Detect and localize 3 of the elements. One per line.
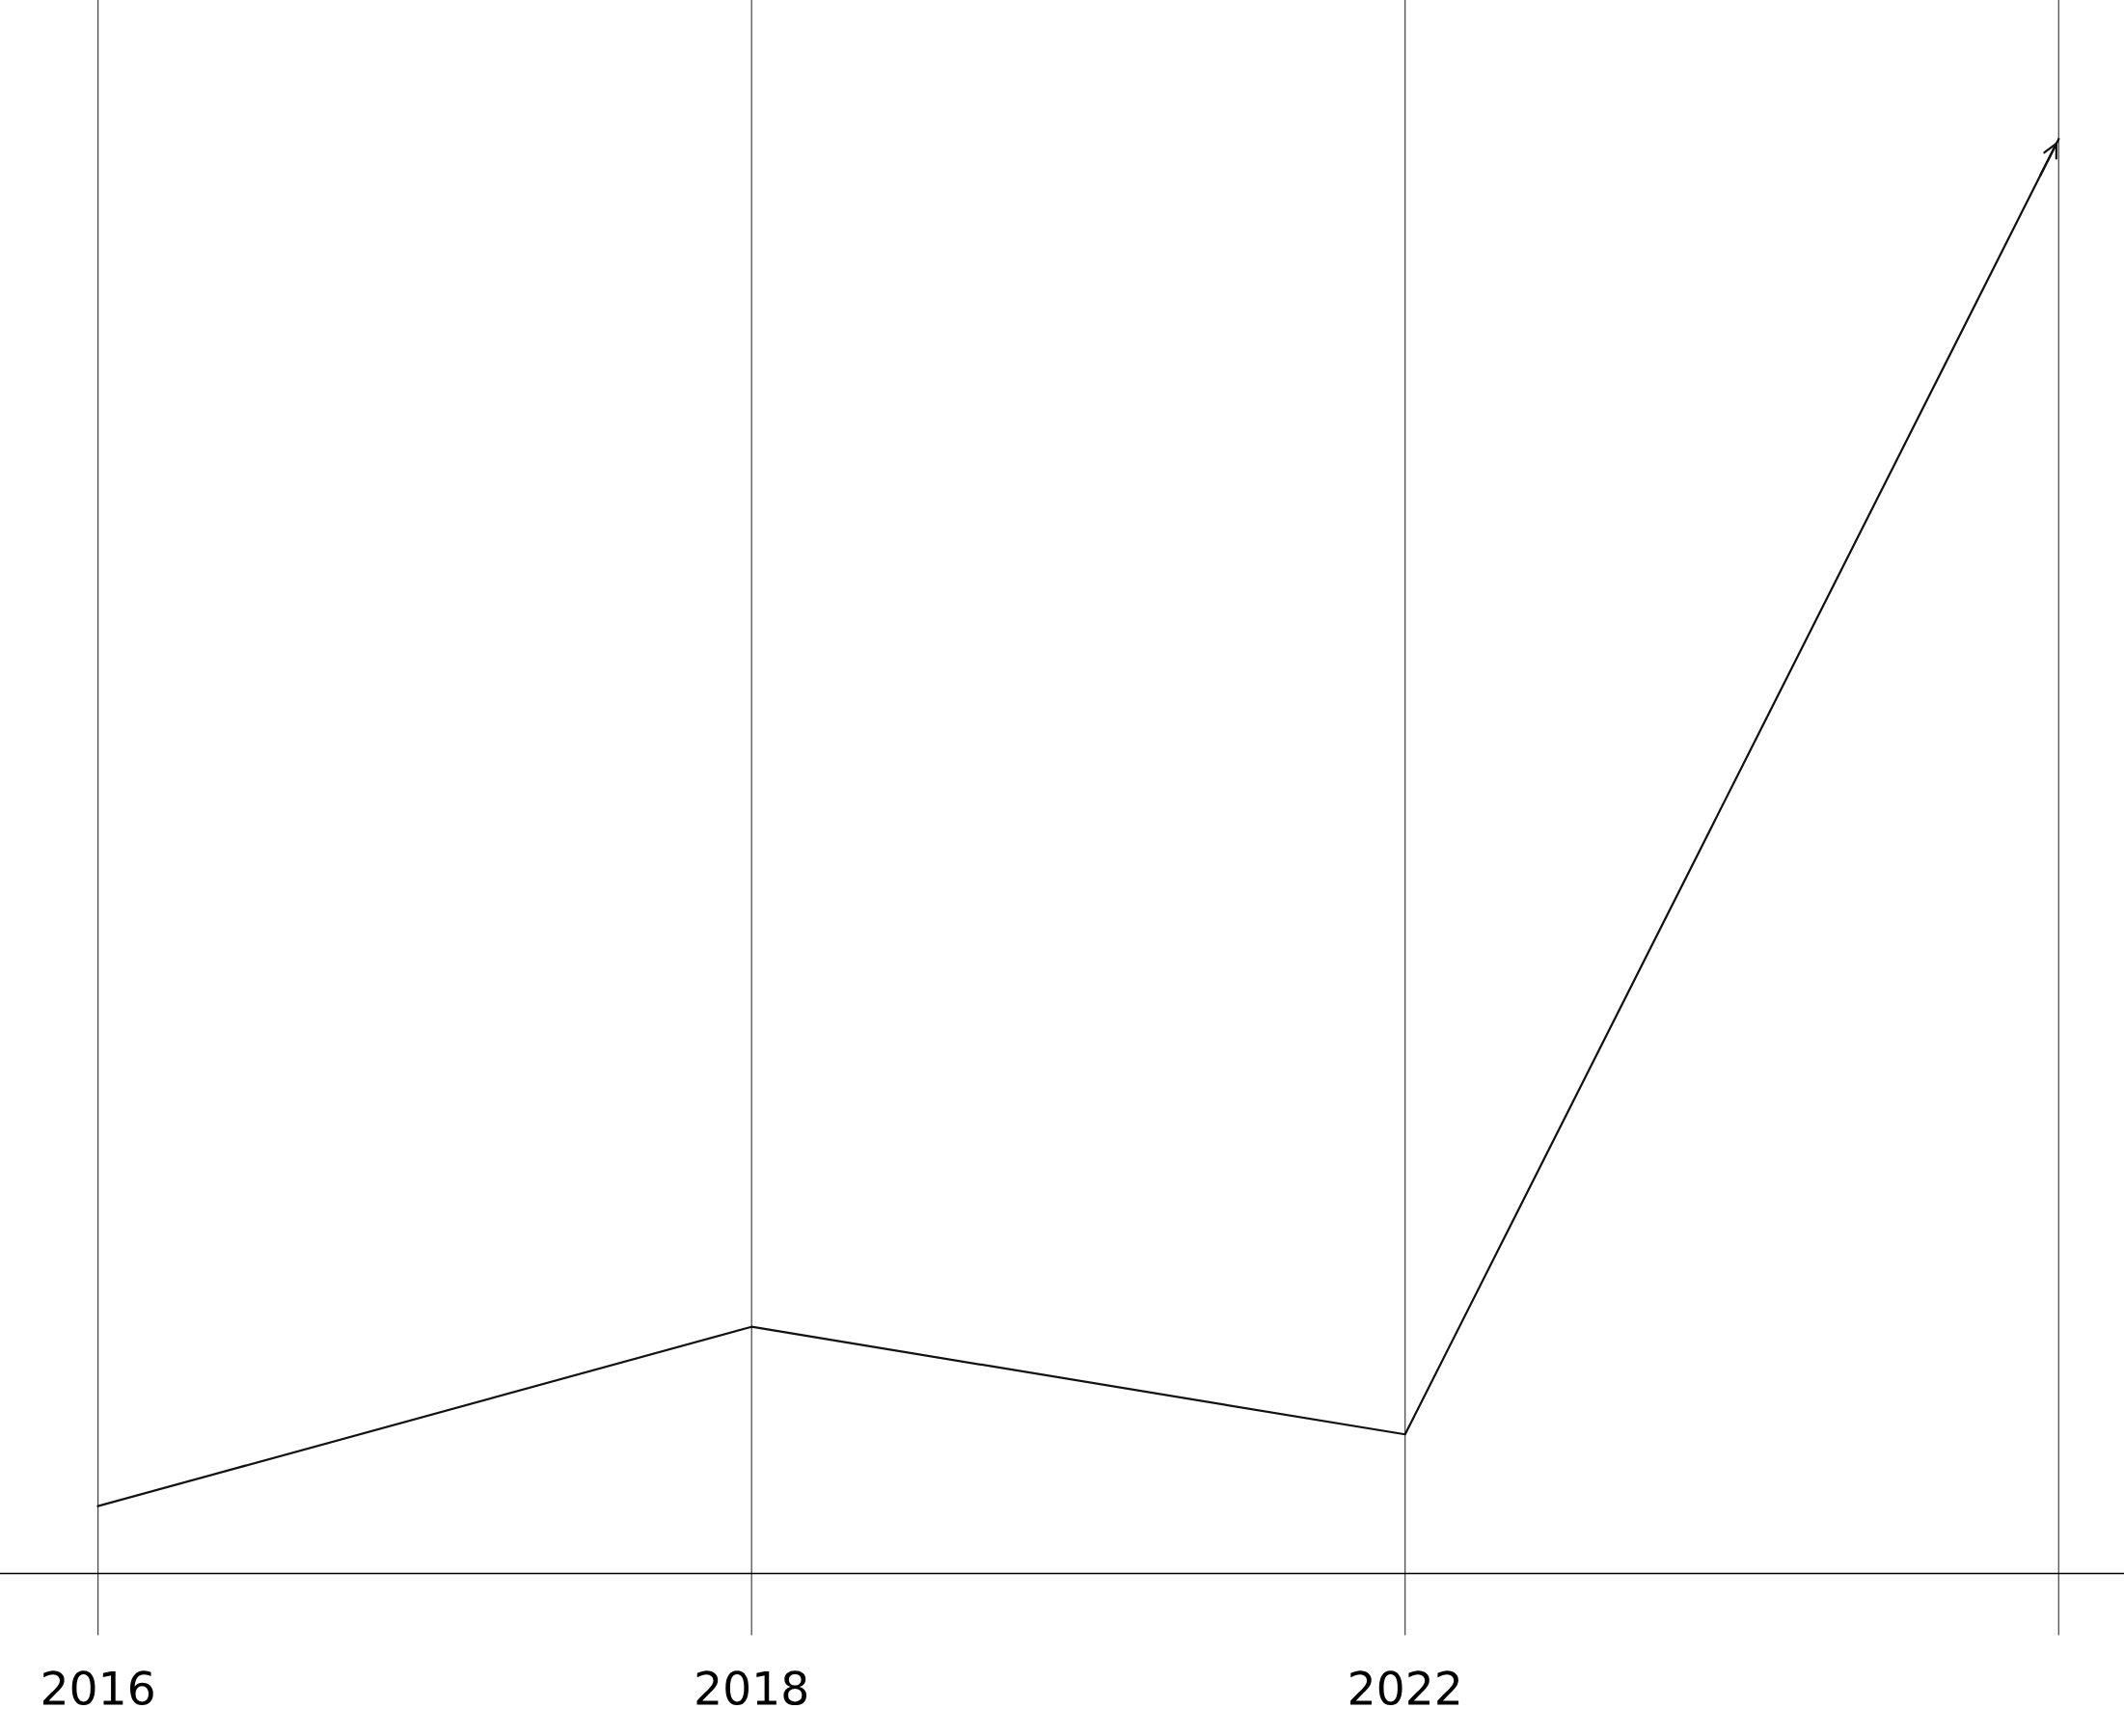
x-tick-label: 2018 <box>696 1670 807 1706</box>
x-tick-label: 2022 <box>1350 1670 1459 1706</box>
x-tick-label: 2016 <box>43 1670 153 1706</box>
